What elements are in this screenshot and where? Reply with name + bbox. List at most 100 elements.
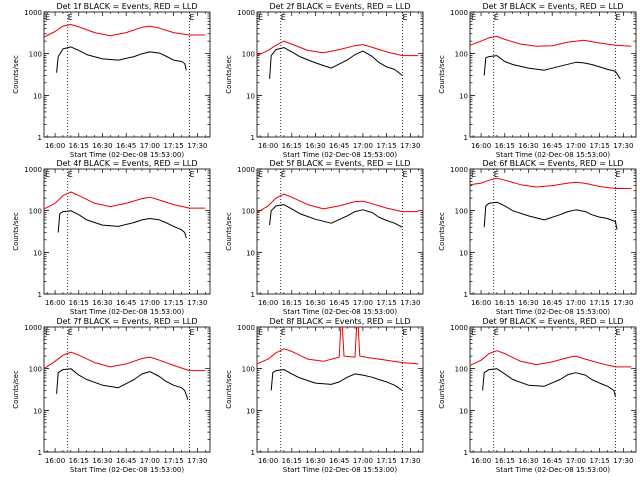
events-series-line <box>56 46 187 73</box>
y-tick-label: 100 <box>455 51 468 59</box>
x-tick-label: 17:00 <box>566 142 586 150</box>
x-axis-label: Start Time (02-Dec-08 15:53:00) <box>283 308 397 316</box>
y-axis-label: Counts/sec <box>225 212 233 251</box>
events-series-line <box>482 368 616 397</box>
y-tick-label: 100 <box>455 366 468 374</box>
y-axis-label: Counts/sec <box>438 212 446 251</box>
attenuator-label: E <box>402 13 407 22</box>
x-tick-label: 17:00 <box>140 142 160 150</box>
x-tick-label: 16:45 <box>542 457 562 465</box>
y-tick-label: 10 <box>459 92 468 100</box>
x-tick-label: 16:30 <box>518 299 538 307</box>
attenuator-label: E <box>471 170 476 179</box>
attenuator-label: E <box>281 328 286 337</box>
events-series-line <box>483 201 618 230</box>
x-tick-label: 16:15 <box>282 457 302 465</box>
x-tick-label: 17:00 <box>353 299 373 307</box>
y-axis-label: Counts/sec <box>438 370 446 409</box>
x-tick-label: 17:15 <box>164 299 184 307</box>
attenuator-label: E <box>45 328 50 337</box>
y-tick-label: 100 <box>29 51 42 59</box>
y-tick-label: 1000 <box>450 324 468 332</box>
y-axis-label: Counts/sec <box>12 370 20 409</box>
plot-frame <box>43 326 211 453</box>
y-tick-label: 10 <box>33 407 42 415</box>
attenuator-label: E <box>68 328 73 337</box>
y-tick-label: 1 <box>464 449 468 457</box>
x-tick-label: 16:45 <box>329 299 349 307</box>
attenuator-label: E <box>68 13 73 22</box>
y-tick-label: 100 <box>455 208 468 216</box>
attenuator-label: E <box>471 328 476 337</box>
attenuator-label: E <box>258 170 263 179</box>
x-tick-label: 17:00 <box>353 457 373 465</box>
y-tick-label: 1000 <box>237 324 255 332</box>
y-tick-label: 100 <box>29 366 42 374</box>
x-axis-label: Start Time (02-Dec-08 15:53:00) <box>70 151 184 159</box>
lld-series-line <box>469 350 632 368</box>
x-tick-label: 16:15 <box>282 299 302 307</box>
x-tick-label: 17:00 <box>566 299 586 307</box>
events-series-line <box>270 369 403 391</box>
plot-frame <box>256 326 424 453</box>
x-tick-label: 17:30 <box>187 457 207 465</box>
x-tick-label: 16:15 <box>69 299 89 307</box>
y-tick-label: 1000 <box>24 324 42 332</box>
x-axis-label: Start Time (02-Dec-08 15:53:00) <box>496 466 610 474</box>
x-tick-label: 17:30 <box>187 299 207 307</box>
x-tick-label: 16:15 <box>69 142 89 150</box>
x-tick-label: 16:45 <box>116 142 136 150</box>
plot-frame <box>43 168 211 295</box>
panel-title: Det 1f BLACK = Events, RED = LLD <box>56 2 197 11</box>
y-tick-label: 100 <box>242 366 255 374</box>
x-tick-label: 16:45 <box>116 299 136 307</box>
x-tick-label: 17:15 <box>590 299 610 307</box>
x-tick-label: 16:45 <box>542 299 562 307</box>
x-tick-label: 16:00 <box>45 457 65 465</box>
attenuator-label: E <box>402 328 407 337</box>
x-tick-label: 16:30 <box>518 142 538 150</box>
plot-frame <box>469 326 637 453</box>
x-tick-label: 17:15 <box>377 299 397 307</box>
panel-title: Det 4f BLACK = Events, RED = LLD <box>56 159 197 168</box>
y-tick-label: 1000 <box>237 166 255 174</box>
attenuator-label: E <box>258 328 263 337</box>
x-axis-label: Start Time (02-Dec-08 15:53:00) <box>283 466 397 474</box>
y-tick-label: 10 <box>246 249 255 257</box>
plot-frame <box>256 168 424 295</box>
y-axis-label: Counts/sec <box>438 55 446 94</box>
x-tick-label: 16:00 <box>45 142 65 150</box>
x-tick-label: 17:30 <box>400 457 420 465</box>
attenuator-label: E <box>189 170 194 179</box>
y-tick-label: 100 <box>242 51 255 59</box>
x-tick-label: 16:15 <box>69 457 89 465</box>
x-tick-label: 17:30 <box>400 299 420 307</box>
x-tick-label: 17:00 <box>353 142 373 150</box>
plot-frame <box>469 11 637 138</box>
x-tick-label: 16:45 <box>329 142 349 150</box>
panel-title: Det 9f BLACK = Events, RED = LLD <box>482 317 623 326</box>
x-tick-label: 16:30 <box>305 142 325 150</box>
x-tick-label: 17:15 <box>164 142 184 150</box>
x-tick-label: 16:15 <box>495 299 515 307</box>
attenuator-label: E <box>494 328 499 337</box>
y-tick-label: 10 <box>246 407 255 415</box>
events-series-line <box>269 47 403 79</box>
x-tick-label: 17:30 <box>613 457 633 465</box>
y-tick-label: 1 <box>251 134 255 142</box>
y-tick-label: 1000 <box>237 9 255 17</box>
x-tick-label: 17:30 <box>187 142 207 150</box>
lld-series-line <box>256 193 419 214</box>
attenuator-label: E <box>471 13 476 22</box>
lld-series-line <box>43 191 206 210</box>
events-series-line <box>57 210 187 239</box>
y-tick-label: 1000 <box>24 9 42 17</box>
lld-series-line <box>469 35 632 47</box>
y-axis-label: Counts/sec <box>12 212 20 251</box>
panel-title: Det 8f BLACK = Events, RED = LLD <box>269 317 410 326</box>
y-tick-label: 10 <box>459 407 468 415</box>
y-axis-label: Counts/sec <box>12 55 20 94</box>
attenuator-label: E <box>281 13 286 22</box>
x-axis-label: Start Time (02-Dec-08 15:53:00) <box>70 466 184 474</box>
